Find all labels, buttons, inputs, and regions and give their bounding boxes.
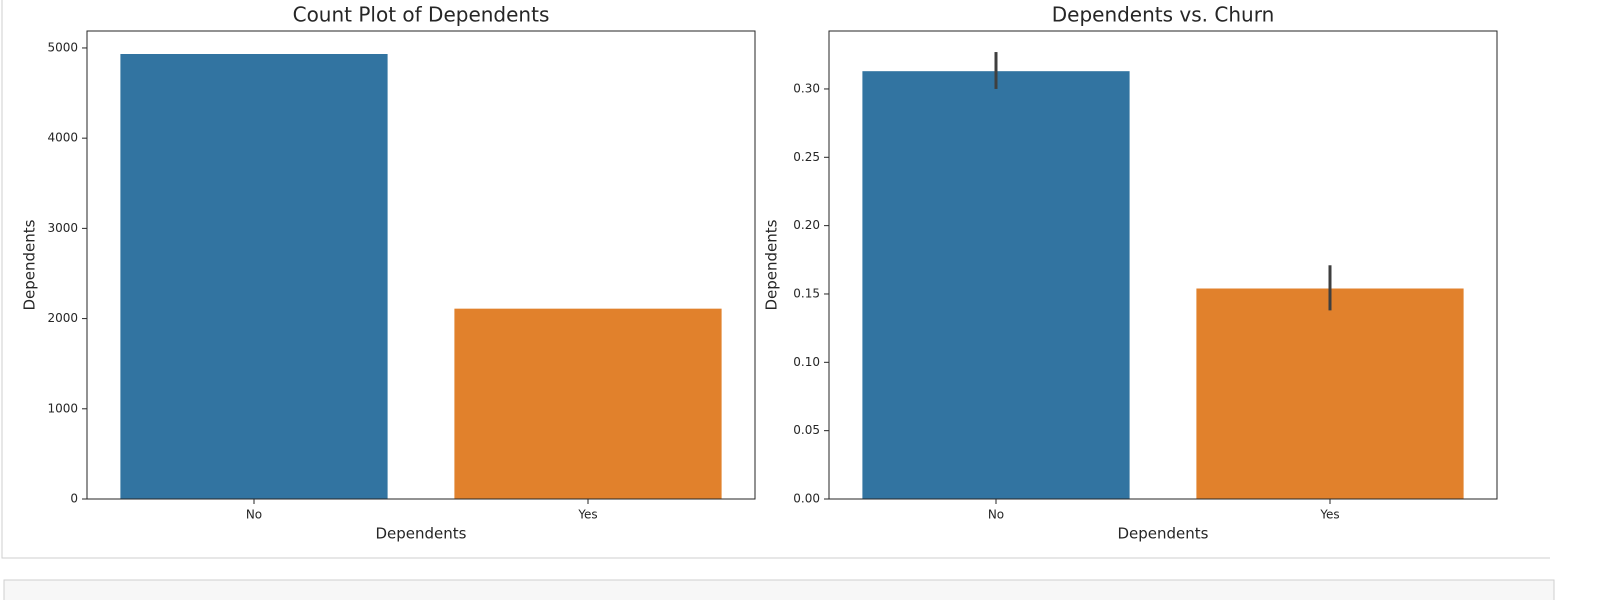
axes-frame — [828, 30, 1498, 500]
y-tick-label: 0.20 — [793, 218, 820, 232]
x-tick-label: Yes — [1319, 508, 1339, 522]
y-axis-label: Dependents — [21, 219, 39, 310]
y-tick-label: 2000 — [47, 311, 78, 325]
bar — [120, 54, 388, 499]
next-cell — [3, 579, 1555, 604]
y-tick-label: 0.10 — [793, 355, 820, 369]
y-tick-label: 0.00 — [793, 492, 820, 506]
bar — [454, 308, 722, 499]
y-tick-label: 0 — [70, 492, 78, 506]
y-tick-label: 4000 — [47, 131, 78, 145]
y-tick-label: 0.25 — [793, 150, 820, 164]
bar — [862, 71, 1130, 500]
axes-frame — [86, 30, 756, 500]
x-tick-label: No — [988, 508, 1004, 522]
y-tick-label: 3000 — [47, 221, 78, 235]
y-tick-label: 0.30 — [793, 81, 820, 95]
y-tick-label: 1000 — [47, 401, 78, 415]
chart-title: Count Plot of Dependents — [293, 3, 550, 27]
y-tick-label: 5000 — [47, 40, 78, 54]
x-axis-label: Dependents — [1118, 525, 1209, 543]
y-tick-label: 0.05 — [793, 423, 820, 437]
y-tick-label: 0.15 — [793, 286, 820, 300]
cell-border — [1, 0, 1550, 559]
y-axis-label: Dependents — [763, 219, 781, 310]
x-axis-label: Dependents — [376, 525, 467, 543]
bar — [1196, 288, 1464, 499]
chart-title: Dependents vs. Churn — [1052, 3, 1275, 27]
x-tick-label: No — [246, 508, 262, 522]
x-tick-label: Yes — [577, 508, 597, 522]
